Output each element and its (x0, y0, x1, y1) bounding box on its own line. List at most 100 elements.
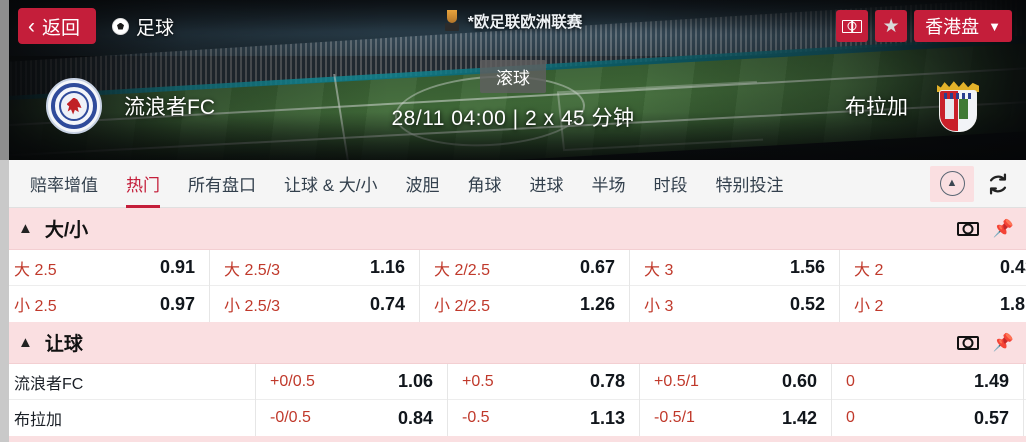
tab-3[interactable]: 让球 & 大/小 (270, 160, 392, 208)
away-team: 布拉加 (845, 78, 986, 134)
odds-cell[interactable]: 0 0.57 (832, 400, 1023, 436)
odds-cell[interactable]: 大 3 1.56 (630, 250, 839, 286)
odds-value: 1.06 (397, 371, 433, 391)
market-section: ▲ 让球 📌 流浪者FC 布拉加 +0/0.5 1.06 -0/0.5 0.84 +0.5 0.78… (0, 322, 1026, 436)
pin-icon[interactable]: 📌 (992, 333, 1014, 352)
tab-2[interactable]: 所有盘口 (174, 160, 270, 208)
tab-label: 波胆 (405, 176, 440, 195)
selection-label: 小 3 (644, 298, 674, 315)
sport-label-text: 足球 (136, 17, 175, 39)
scrollbar-thumb[interactable] (0, 0, 9, 160)
pitch-view-button[interactable] (836, 10, 869, 42)
odds-value: 0.84 (397, 407, 433, 428)
selection-label: 大 3 (644, 261, 674, 279)
selection-label: 大 2 (854, 261, 884, 279)
market-header[interactable]: ▲ 让球 📌 (0, 322, 1026, 364)
handicap-column: 0 1.49 0 0.57 (832, 364, 1024, 436)
over-under-grid: 大 2.5 0.91 小 2.5 0.97 大 2.5/3 1.16 小 2.5/3 0.74… (0, 250, 1026, 322)
odds-cell[interactable]: 大 2 0.43 (840, 250, 1026, 286)
odds-value: 1.26 (579, 293, 615, 314)
tab-5[interactable]: 角球 (454, 160, 516, 208)
cashout-icon[interactable] (956, 335, 979, 350)
odds-cell[interactable]: +0/0.5 1.06 (256, 364, 447, 400)
market-tabs: 赔率增值 热门 所有盘口 让球 & 大/小 波胆 角球 进球 半场 时段 特别投注 ▲ (0, 160, 1026, 208)
tab-6[interactable]: 进球 (516, 160, 578, 208)
cashout-icon[interactable] (956, 221, 979, 236)
odds-cell[interactable]: +10.38 (1024, 364, 1026, 400)
market-header[interactable]: ▲ 大/小 📌 (0, 208, 1026, 250)
odds-column: 大 2.5/3 1.16 小 2.5/3 0.74 (210, 250, 420, 322)
selection-label: 0 (846, 372, 855, 390)
refresh-button[interactable] (982, 168, 1014, 200)
hero-actions: ★ 香港盘 ▼ (836, 10, 1012, 42)
selection-label: -0/0.5 (270, 409, 311, 426)
odds-cell[interactable]: 小 2.5 0.97 (0, 286, 209, 322)
odds-cell[interactable]: +0.5 0.78 (448, 364, 639, 400)
pitch-icon (842, 19, 863, 33)
odds-column: 大 2.5 0.91 小 2.5 0.97 (0, 250, 210, 322)
odds-cell[interactable]: -0.5/1 1.42 (640, 400, 831, 436)
back-button-label: 返回 (42, 17, 81, 39)
tab-4[interactable]: 波胆 (392, 160, 454, 208)
odds-column: 大 3 1.56 小 3 0.52 (630, 250, 840, 322)
odds-format-label: 香港盘 (925, 17, 980, 37)
odds-cell[interactable]: 大 2.5/3 1.16 (210, 250, 419, 286)
market-title: 大/小 (44, 220, 89, 241)
collapse-all-button[interactable]: ▲ (930, 165, 974, 202)
team-label-column: 流浪者FC 布拉加 (0, 364, 256, 436)
selection-label: 小 2.5 (14, 298, 57, 315)
odds-cell[interactable]: -12.08 (1024, 400, 1026, 436)
odds-value: 0.97 (159, 293, 195, 314)
league-name: *欧足联欧洲联赛 (467, 14, 583, 31)
odds-cell[interactable]: +0.5/1 0.60 (640, 364, 831, 400)
odds-cell[interactable]: 小 2/2.5 1.26 (420, 286, 629, 322)
tab-label: 让球 & 大/小 (284, 176, 378, 195)
selection-label: 大 2.5/3 (224, 261, 281, 279)
odds-cell[interactable]: -0.5 1.13 (448, 400, 639, 436)
selection-label: +0.5 (462, 372, 494, 390)
odds-cell[interactable]: 小 3 0.52 (630, 286, 839, 322)
selection-label: -0.5 (462, 409, 490, 426)
odds-value: 0.91 (159, 257, 195, 277)
odds-value: 0.67 (579, 257, 615, 277)
selection-label: +0.5/1 (654, 372, 699, 390)
tab-9[interactable]: 特别投注 (702, 160, 798, 208)
chevron-left-icon: ‹ (28, 14, 35, 38)
tab-label: 进球 (529, 176, 564, 195)
odds-value: 1.56 (789, 257, 825, 277)
chevron-up-icon: ▲ (18, 220, 33, 237)
odds-value: 0.57 (973, 407, 1009, 428)
odds-cell[interactable]: -0/0.5 0.84 (256, 400, 447, 436)
favorite-button[interactable]: ★ (875, 10, 908, 42)
odds-cell[interactable]: 小 2.5/3 0.74 (210, 286, 419, 322)
back-button[interactable]: ‹ 返回 (18, 8, 97, 44)
odds-cell[interactable]: 0 1.49 (832, 364, 1023, 400)
odds-cell[interactable]: 大 2/2.5 0.67 (420, 250, 629, 286)
tab-7[interactable]: 半场 (578, 160, 640, 208)
teams-row: 流浪者FC 布拉加 (0, 52, 1026, 160)
odds-cell[interactable]: 大 2.5 0.91 (0, 250, 209, 286)
away-team-name: 布拉加 (845, 96, 908, 119)
tab-0[interactable]: 赔率增值 (16, 160, 112, 208)
odds-value: 1.16 (369, 257, 405, 277)
tab-1[interactable]: 热门 (112, 160, 174, 208)
tab-8[interactable]: 时段 (640, 160, 702, 208)
odds-column: 大 2 0.43 小 2 1.81 (840, 250, 1026, 322)
selection-label: 0 (846, 409, 855, 426)
tab-label: 半场 (591, 176, 626, 195)
odds-column: 大 2/2.5 0.67 小 2/2.5 1.26 (420, 250, 630, 322)
market-title: 让球 (44, 334, 83, 355)
selection-label: 大 2/2.5 (434, 261, 491, 279)
sport-label[interactable]: 足球 (112, 13, 174, 40)
chevron-up-circle-icon: ▲ (939, 171, 965, 196)
selection-label: 大 2.5 (14, 261, 57, 279)
odds-format-selector[interactable]: 香港盘 ▼ (914, 10, 1012, 42)
tab-label: 时段 (653, 176, 688, 195)
rangers-crest-icon (46, 78, 102, 134)
page-scrollbar[interactable] (0, 0, 9, 442)
markets-list: ▲ 大/小 📌 大 2.5 0.91 小 2.5 0.97 大 2.5/3 1.16 小 2.5/… (0, 208, 1026, 442)
pin-icon[interactable]: 📌 (992, 219, 1014, 238)
odds-cell[interactable]: 小 2 1.81 (840, 286, 1026, 322)
odds-value: 1.49 (973, 371, 1009, 391)
